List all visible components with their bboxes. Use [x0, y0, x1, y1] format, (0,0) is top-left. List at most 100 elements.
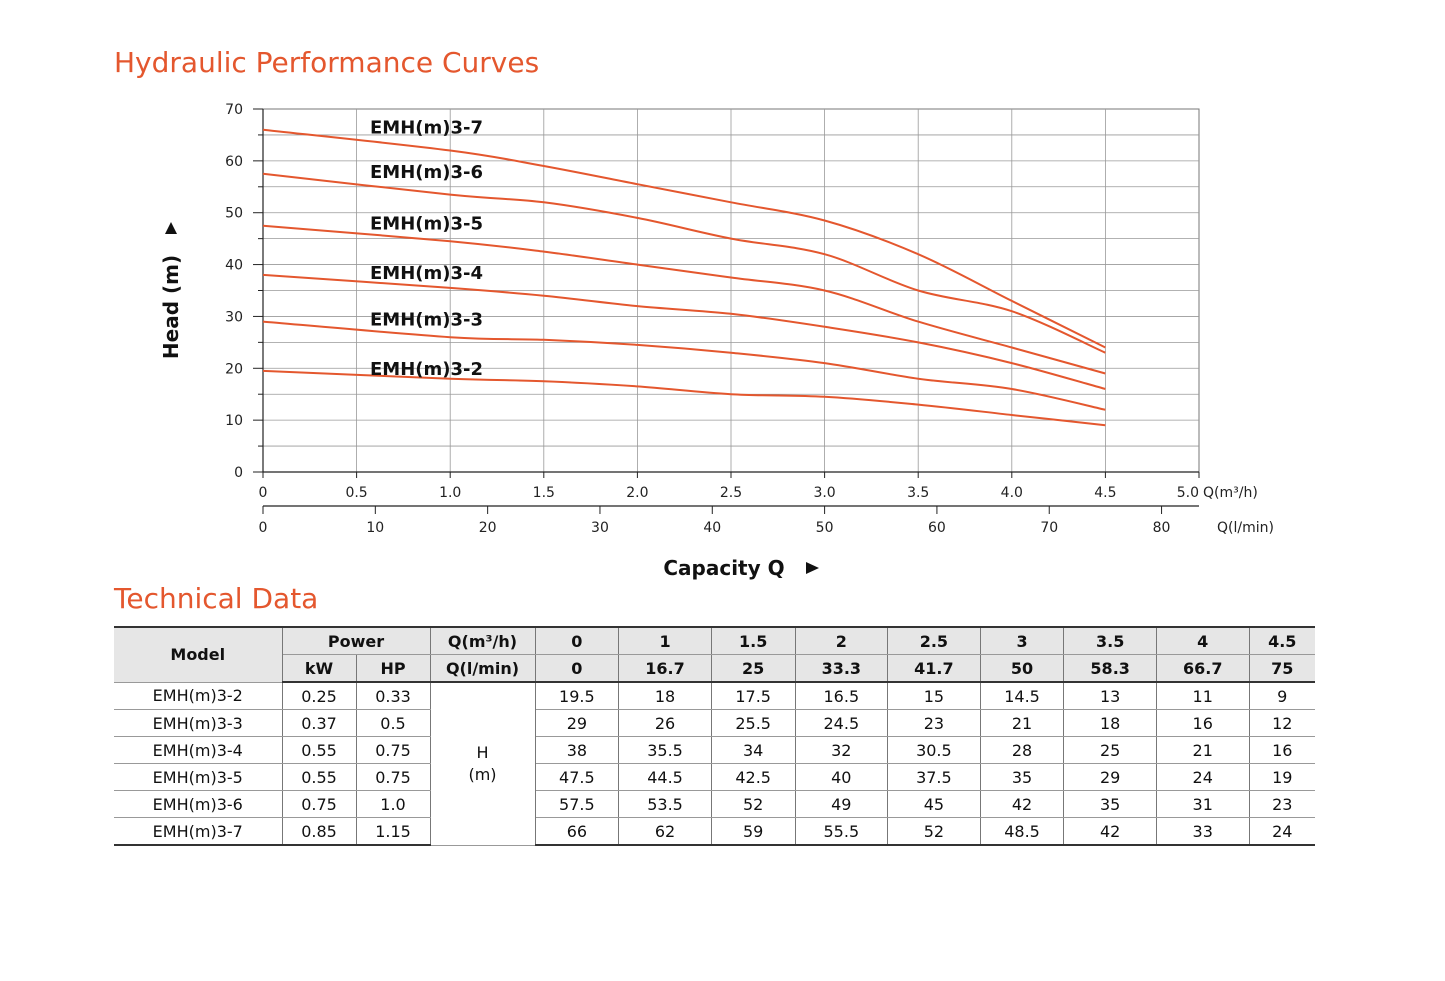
head-value-cell: 30.5: [887, 736, 981, 764]
head-value-cell: 57.5: [535, 790, 620, 818]
head-value-cell: 52: [711, 790, 796, 818]
head-value-cell: 24.5: [795, 709, 889, 737]
head-value-cell: 29: [1063, 763, 1157, 791]
x-tick-label: 2.5: [720, 485, 742, 501]
x2-tick-label: 70: [1040, 520, 1058, 536]
head-value-cell: 35.5: [618, 736, 712, 764]
q-m3h-cell: 1.5: [711, 626, 796, 655]
head-value-cell: 37.5: [887, 763, 981, 791]
model-cell: EMH(m)3-4: [114, 736, 283, 764]
q-m3h-cell: 4.5: [1249, 626, 1315, 655]
head-value-cell: 26: [618, 709, 712, 737]
hp-cell: 1.0: [356, 790, 431, 818]
series-label: EMH(m)3-7: [370, 118, 483, 139]
series-label: EMH(m)3-4: [370, 263, 483, 284]
series-line: [262, 273, 1106, 390]
x-tick-label: 4.0: [1001, 485, 1023, 501]
x2-tick-label: 80: [1153, 520, 1171, 536]
x-tick-label: 0.5: [345, 485, 367, 501]
x2-tick-label: 10: [366, 520, 384, 536]
head-value-cell: 52: [887, 817, 981, 846]
head-value-cell: 33: [1156, 817, 1250, 846]
head-value-cell: 23: [1249, 790, 1315, 818]
y-tick-label: 10: [225, 413, 243, 429]
table-title: Technical Data: [114, 582, 319, 615]
x2-tick-label: 60: [928, 520, 946, 536]
model-cell: EMH(m)3-5: [114, 763, 283, 791]
head-value-cell: 55.5: [795, 817, 889, 846]
q-m3h-cell: 2: [795, 626, 889, 655]
head-value-cell: 66: [535, 817, 620, 846]
model-header: Model: [114, 626, 283, 683]
head-value-cell: 35: [980, 763, 1065, 791]
q-m3h-cell: 0: [535, 626, 620, 655]
head-value-cell: 18: [618, 682, 712, 710]
head-value-cell: 40: [795, 763, 889, 791]
q-lmin-cell: 58.3: [1063, 654, 1157, 683]
hp-cell: 0.75: [356, 736, 431, 764]
kw-cell: 0.75: [282, 790, 357, 818]
q-m3h-cell: 1: [618, 626, 712, 655]
head-value-cell: 11: [1156, 682, 1250, 710]
series-label: EMH(m)3-2: [370, 359, 483, 380]
q-lmin-header: Q(l/min): [430, 654, 536, 683]
y-axis-title: Head (m): [159, 255, 183, 359]
q-lmin-cell: 41.7: [887, 654, 981, 683]
table-row: EMH(m)3-3 0.37 0.5 29 26 25.5 24.5 23 21 18 16 12: [114, 709, 1315, 737]
head-value-cell: 12: [1249, 709, 1315, 737]
head-value-cell: 62: [618, 817, 712, 846]
q-m3h-cell: 2.5: [887, 626, 981, 655]
head-value-cell: 59: [711, 817, 796, 846]
series-line: [262, 369, 1106, 427]
x-tick-label: 4.5: [1094, 485, 1116, 501]
x2-tick-label: 30: [591, 520, 609, 536]
x-tick-label: 0: [259, 485, 268, 501]
series-label: EMH(m)3-6: [370, 162, 483, 183]
q-m3h-cell: 3.5: [1063, 626, 1157, 655]
model-cell: EMH(m)3-3: [114, 709, 283, 737]
q-lmin-cell: 66.7: [1156, 654, 1250, 683]
q-lmin-cell: 16.7: [618, 654, 712, 683]
y-tick-label: 0: [234, 465, 243, 481]
table-row: EMH(m)3-4 0.55 0.75 38 35.5 34 32 30.5 28 25 21 16: [114, 736, 1315, 764]
head-value-cell: 21: [1156, 736, 1250, 764]
kw-cell: 0.25: [282, 682, 357, 710]
q-m3h-header: Q(m³/h): [430, 626, 536, 655]
head-value-cell: 47.5: [535, 763, 620, 791]
x2-tick-label: 0: [259, 520, 268, 536]
head-value-cell: 42: [980, 790, 1065, 818]
head-value-cell: 34: [711, 736, 796, 764]
head-value-cell: 16: [1249, 736, 1315, 764]
head-value-cell: 31: [1156, 790, 1250, 818]
table-row: EMH(m)3-7 0.85 1.15 66 62 59 55.5 52 48.5 42 33 24: [114, 817, 1315, 846]
model-cell: EMH(m)3-6: [114, 790, 283, 818]
head-value-cell: 18: [1063, 709, 1157, 737]
kw-cell: 0.37: [282, 709, 357, 737]
q-lmin-cell: 0: [535, 654, 620, 683]
head-value-cell: 16: [1156, 709, 1250, 737]
q-lmin-cell: 50: [980, 654, 1065, 683]
kw-cell: 0.85: [282, 817, 357, 846]
head-value-cell: 24: [1156, 763, 1250, 791]
head-unit-cell: H (m): [430, 682, 536, 846]
series-line: [262, 320, 1106, 411]
x-tick-label: 1.0: [439, 485, 461, 501]
x2-tick-label: 20: [479, 520, 497, 536]
technical-data-table: Model Power Q(m³/h) 0 1 1.5 2 2.5 3 3.5 …: [114, 626, 1315, 846]
head-value-cell: 38: [535, 736, 620, 764]
head-value-cell: 53.5: [618, 790, 712, 818]
head-value-cell: 48.5: [980, 817, 1065, 846]
head-value-cell: 16.5: [795, 682, 889, 710]
series-line: [262, 224, 1106, 375]
right-arrow-icon: [806, 562, 819, 574]
series-line: [262, 172, 1106, 354]
head-value-cell: 35: [1063, 790, 1157, 818]
head-label: H: [476, 742, 489, 762]
head-value-cell: 25: [1063, 736, 1157, 764]
x-tick-label: 3.5: [907, 485, 929, 501]
x-tick-label: 1.5: [533, 485, 555, 501]
head-value-cell: 23: [887, 709, 981, 737]
head-value-cell: 15: [887, 682, 981, 710]
x-tick-label: 5.0: [1177, 485, 1199, 501]
x-tick-label: 2.0: [626, 485, 648, 501]
